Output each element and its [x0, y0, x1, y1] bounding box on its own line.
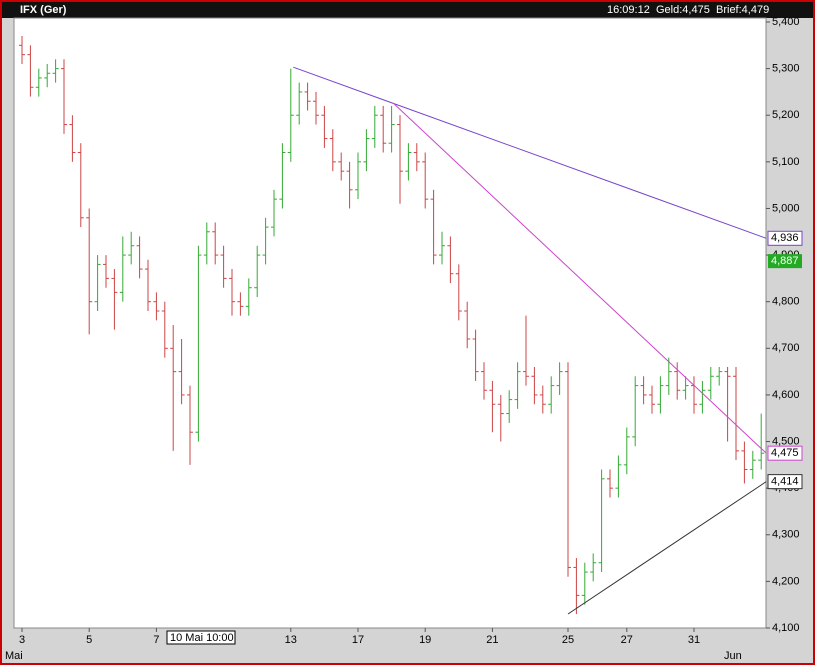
x-tick-label: 7 [153, 634, 159, 646]
trend-line [392, 102, 767, 454]
y-tick-label: 4,600 [772, 389, 800, 401]
y-tick-label: 5,400 [772, 16, 800, 28]
price-label: 4,887 [771, 255, 799, 267]
y-tick-label: 5,300 [772, 63, 800, 75]
cursor-box [166, 630, 236, 645]
y-tick-label: 4,500 [772, 435, 800, 447]
x-tick-label: 5 [86, 634, 92, 646]
price-label: 4,936 [771, 232, 799, 244]
x-tick-label: 17 [352, 634, 364, 646]
y-tick-label: 4,100 [772, 622, 800, 634]
price-label: 4,475 [771, 447, 799, 459]
plot-area [13, 17, 767, 629]
y-tick-label: 5,200 [772, 109, 800, 121]
x-tick-label: 31 [688, 634, 700, 646]
time: 16:09:12 [607, 4, 650, 16]
price-box [767, 474, 803, 490]
price-label: 4,414 [771, 476, 799, 488]
y-tick-label: 5,000 [772, 202, 800, 214]
price-box [767, 230, 803, 246]
chart-title: IFX (Ger) [20, 4, 67, 16]
month-label: Jun [724, 650, 742, 662]
x-tick-label: 25 [562, 634, 574, 646]
x-tick-label: 19 [419, 634, 431, 646]
x-tick-label: 27 [621, 634, 633, 646]
price-box [767, 445, 803, 461]
trend-line [567, 481, 767, 615]
header-bar [2, 2, 813, 18]
y-tick-label: 4,800 [772, 296, 800, 308]
cursor-label: 10 Mai 10:00 [170, 632, 234, 644]
price-box [768, 254, 802, 269]
x-tick-label: 21 [486, 634, 498, 646]
y-tick-label: 5,100 [772, 156, 800, 168]
x-tick-label: 13 [285, 634, 297, 646]
y-tick-label: 4,200 [772, 575, 800, 587]
trend-line [293, 66, 767, 239]
y-tick-label: 4,300 [772, 529, 800, 541]
bid: Geld:4,475 [656, 4, 710, 16]
ask: Brief:4,479 [716, 4, 769, 16]
x-tick-label: 3 [19, 634, 25, 646]
month-label: Mai [5, 650, 23, 662]
y-tick-label: 4,700 [772, 342, 800, 354]
